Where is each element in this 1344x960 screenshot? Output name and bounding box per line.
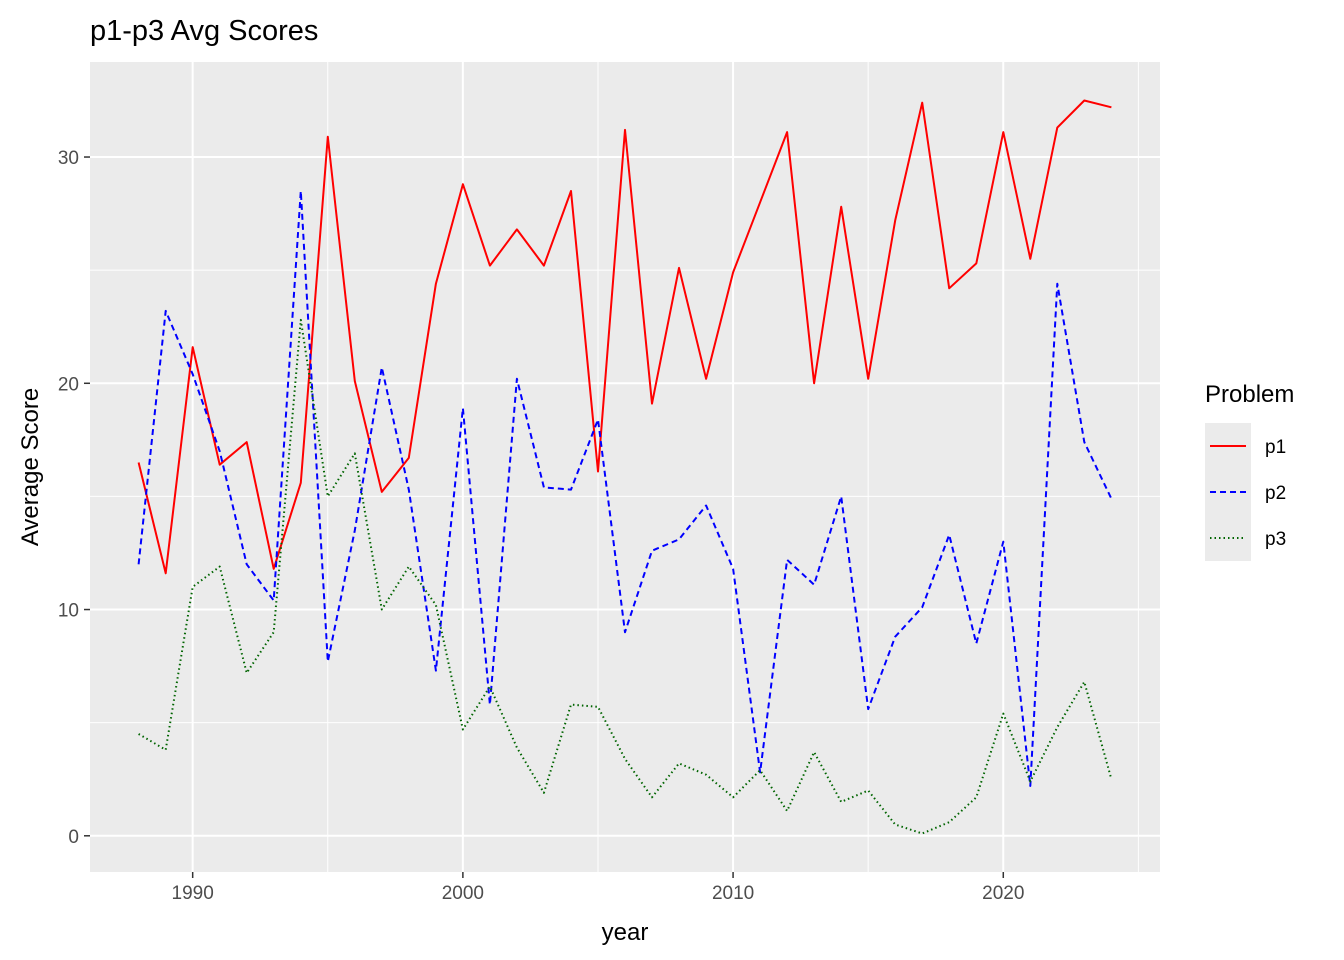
series-line-p2 — [137, 190, 1113, 787]
legend: Problem p1 p2 p3 — [1205, 381, 1294, 561]
x-tick-label: 2000 — [442, 883, 484, 904]
x-tick-label: 2010 — [712, 883, 754, 904]
legend-label-p2: p2 — [1265, 483, 1286, 504]
legend-title: Problem — [1205, 381, 1294, 408]
y-tick-label: 30 — [58, 148, 79, 169]
y-tick-label: 20 — [58, 374, 79, 395]
chart-title: p1-p3 Avg Scores — [90, 15, 318, 47]
y-axis-title: Average Score — [17, 388, 44, 546]
axes: 1990 2000 2010 2020 0 10 20 30 — [58, 148, 1025, 904]
y-tick-label: 0 — [68, 827, 79, 848]
series-line-p3 — [138, 318, 1113, 835]
y-tick-label: 10 — [58, 601, 79, 622]
legend-label-p3: p3 — [1265, 529, 1286, 550]
series-lines — [137, 99, 1113, 835]
legend-label-p1: p1 — [1265, 437, 1286, 458]
major-gridlines — [90, 62, 1160, 872]
x-tick-label: 1990 — [172, 883, 214, 904]
minor-gridlines — [90, 62, 1160, 872]
plot-panel — [90, 62, 1160, 872]
series-line-p1 — [137, 99, 1112, 575]
x-axis-title: year — [602, 919, 649, 946]
x-tick-label: 2020 — [982, 883, 1024, 904]
